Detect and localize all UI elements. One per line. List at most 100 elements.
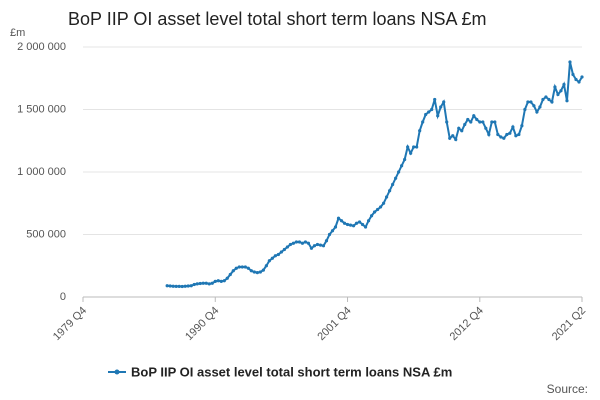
point	[475, 117, 479, 122]
series-line	[167, 61, 583, 288]
point	[348, 223, 353, 227]
point	[228, 272, 232, 277]
point	[472, 114, 476, 118]
point	[339, 219, 344, 223]
point	[369, 214, 374, 218]
point	[309, 246, 314, 250]
point	[568, 60, 572, 64]
point	[324, 239, 329, 243]
x-tick-label: 1979 Q4	[51, 305, 89, 343]
point	[478, 120, 482, 124]
point	[538, 105, 542, 109]
point	[493, 120, 497, 124]
point	[273, 254, 277, 258]
point	[514, 134, 518, 138]
point	[397, 170, 401, 174]
point	[216, 279, 220, 283]
point	[445, 120, 449, 124]
point	[511, 125, 515, 129]
point	[469, 120, 473, 124]
point	[249, 269, 253, 273]
point	[421, 120, 425, 124]
x-tick-label: 2001 Q4	[315, 305, 353, 343]
point	[333, 225, 338, 229]
point	[330, 229, 335, 233]
point	[418, 129, 422, 133]
point	[363, 225, 368, 229]
point	[219, 279, 223, 283]
point	[264, 264, 268, 268]
point	[279, 250, 283, 254]
x-tick-label: 1990 Q4	[183, 305, 221, 343]
point	[234, 266, 238, 270]
y-tick-label: 1 000 000	[17, 166, 66, 178]
point	[451, 134, 455, 138]
y-tick-label: 0	[60, 291, 66, 303]
point	[177, 284, 181, 288]
point	[300, 241, 305, 245]
point	[391, 182, 395, 187]
y-tick-label: 2 000 000	[17, 41, 66, 53]
point	[541, 97, 545, 102]
point	[415, 145, 419, 149]
point	[237, 265, 241, 269]
point	[382, 201, 386, 205]
point	[466, 117, 470, 122]
point	[553, 85, 557, 89]
point	[487, 132, 491, 137]
point	[207, 282, 211, 286]
point	[306, 241, 311, 245]
legend-label: BoP IIP OI asset level total short term …	[131, 364, 452, 379]
point	[565, 99, 569, 103]
point	[580, 75, 584, 79]
point	[424, 112, 428, 117]
point	[463, 122, 467, 127]
point	[297, 240, 302, 244]
point	[412, 145, 416, 149]
point	[508, 131, 512, 135]
point	[210, 281, 214, 285]
point	[231, 269, 235, 273]
point	[427, 110, 431, 114]
point	[303, 240, 308, 244]
point	[318, 243, 323, 247]
point	[204, 281, 208, 285]
point	[276, 252, 280, 257]
point	[448, 136, 452, 140]
point	[261, 268, 265, 272]
point	[388, 189, 392, 193]
point	[460, 129, 464, 133]
point	[372, 210, 377, 214]
point	[336, 216, 341, 220]
point	[550, 100, 554, 104]
point	[282, 247, 287, 252]
point	[544, 95, 548, 99]
point	[252, 270, 256, 274]
point	[342, 221, 347, 225]
point	[529, 100, 533, 104]
point	[345, 222, 350, 227]
point	[201, 281, 205, 285]
point	[294, 240, 299, 244]
point	[321, 244, 326, 248]
point	[171, 284, 175, 288]
point	[378, 205, 383, 209]
legend-marker	[114, 369, 120, 375]
point	[454, 137, 458, 142]
point	[366, 219, 371, 223]
y-axis-label: £m	[10, 27, 25, 39]
point	[562, 82, 566, 87]
point	[490, 120, 494, 124]
point	[270, 256, 274, 260]
point	[165, 284, 169, 288]
point	[481, 120, 485, 124]
point	[288, 242, 293, 247]
point	[484, 126, 488, 130]
point	[577, 80, 581, 84]
point	[195, 282, 199, 286]
point	[246, 266, 250, 270]
point	[496, 132, 500, 137]
point	[403, 157, 407, 162]
y-tick-label: 500 000	[26, 228, 66, 240]
point	[406, 145, 410, 149]
